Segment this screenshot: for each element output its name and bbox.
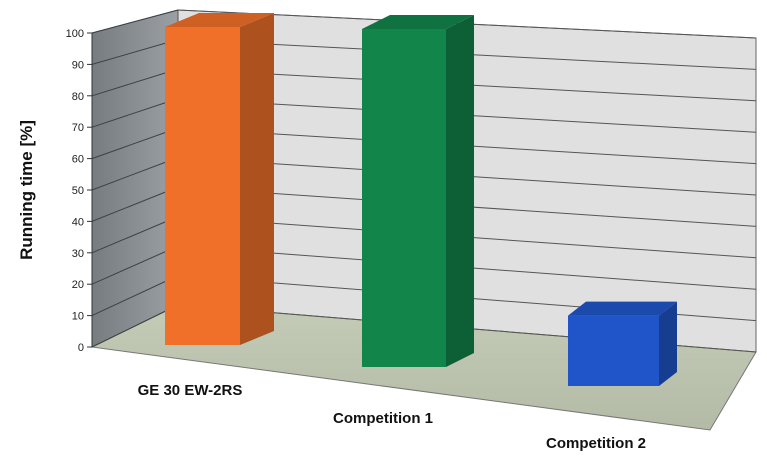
bar-top	[362, 15, 474, 29]
category-label: Competition 1	[333, 410, 433, 427]
y-tick-label: 30	[72, 248, 84, 260]
gridline-side	[91, 98, 179, 128]
gridline-side	[91, 39, 179, 65]
gridline-side	[91, 216, 179, 254]
y-tick-label: 60	[72, 154, 84, 166]
bar-front	[362, 29, 446, 367]
bar-series	[165, 13, 677, 386]
bar-side	[446, 15, 474, 367]
y-tick-label: 20	[72, 279, 84, 291]
bar-side	[240, 13, 274, 345]
y-axis	[87, 32, 93, 348]
bar-side	[659, 301, 677, 386]
gridline-side	[91, 68, 179, 97]
gridline-side	[91, 304, 179, 348]
gridline-side	[91, 9, 179, 34]
category-labels: GE 30 EW-2RS Competition 1 Competition 2	[138, 382, 646, 452]
bar-top	[165, 13, 274, 27]
bar	[362, 15, 474, 367]
y-tick-label: 10	[72, 311, 84, 323]
bar	[165, 13, 274, 345]
y-tick-label: 70	[72, 122, 84, 134]
bar	[568, 301, 677, 386]
y-tick-label: 80	[72, 91, 84, 103]
bar-front	[568, 315, 659, 386]
y-axis-label: Running time [%]	[17, 120, 36, 260]
y-tick-label: 0	[78, 342, 84, 354]
gridline-side	[91, 275, 179, 317]
y-tick-label: 100	[66, 28, 84, 40]
gridline-side	[91, 245, 179, 285]
y-tick-labels: 0 10 20 30 40 50 60 70 80 90 100	[66, 28, 84, 354]
bar-front	[165, 27, 240, 345]
gridline-side	[91, 157, 179, 191]
y-tick-label: 90	[72, 59, 84, 71]
gridline-side	[91, 186, 179, 222]
gridline-side	[91, 127, 179, 160]
bar-top	[568, 301, 677, 316]
y-tick-label: 50	[72, 185, 84, 197]
category-label: Competition 2	[546, 435, 646, 452]
y-tick-label: 40	[72, 216, 84, 228]
category-label: GE 30 EW-2RS	[138, 382, 243, 399]
